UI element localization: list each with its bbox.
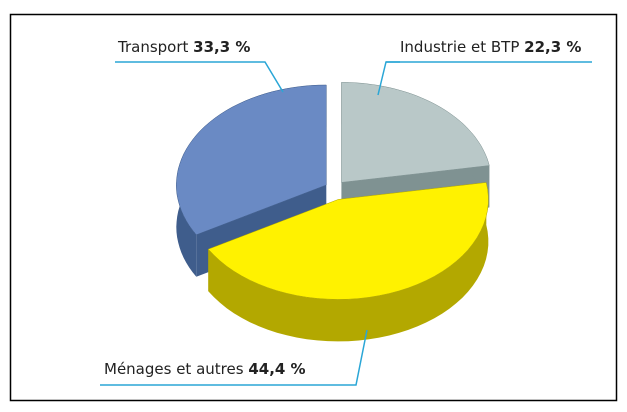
leader-line	[100, 329, 368, 386]
category-label: Transport	[117, 38, 189, 56]
slice	[176, 84, 327, 236]
leader-line	[115, 61, 284, 93]
category-label: Ménages et autres	[104, 360, 244, 378]
slice-side	[208, 182, 489, 342]
slice-label: Industrie et BTP 22,3 %	[400, 38, 581, 56]
leader-lines	[100, 61, 592, 386]
slice-label: Ménages et autres 44,4 %	[104, 360, 306, 378]
slice	[207, 182, 489, 300]
value-label: 22,3 %	[524, 38, 581, 56]
leader-line	[377, 61, 400, 96]
category-label: Industrie et BTP	[400, 38, 519, 56]
slice-label: Transport 33,3 %	[117, 38, 250, 56]
slice	[341, 82, 490, 183]
value-label: 44,4 %	[248, 360, 305, 378]
value-label: 33,3 %	[193, 38, 250, 56]
pie	[176, 82, 490, 342]
